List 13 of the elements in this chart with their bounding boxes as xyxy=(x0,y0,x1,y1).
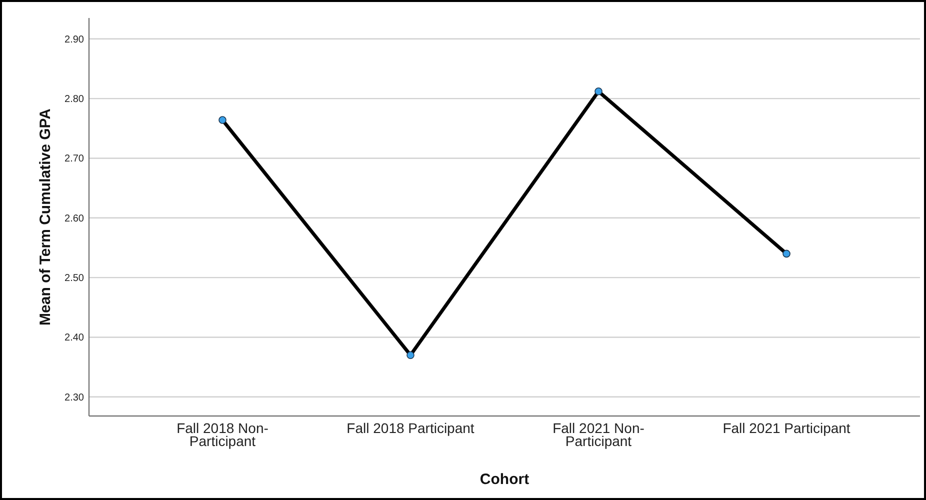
y-axis-title: Mean of Term Cumulative GPA xyxy=(37,108,54,326)
y-tick-label: 2.80 xyxy=(64,94,84,106)
x-axis-title: Cohort xyxy=(480,471,530,488)
y-tick-label: 2.30 xyxy=(64,392,84,404)
y-tick-label: 2.50 xyxy=(64,273,84,284)
x-tick-label: Fall 2018 Participant xyxy=(346,420,474,436)
x-tick-label: Fall 2018 Non-Participant xyxy=(176,420,269,449)
x-tick-label: Fall 2021 Non-Participant xyxy=(552,420,645,449)
y-tick-label: 2.70 xyxy=(64,154,84,165)
x-tick-label: Fall 2021 Participant xyxy=(722,420,850,436)
y-tick-label: 2.40 xyxy=(64,332,84,344)
y-tick-label: 2.60 xyxy=(64,213,84,224)
y-tick-label: 2.90 xyxy=(64,34,84,46)
